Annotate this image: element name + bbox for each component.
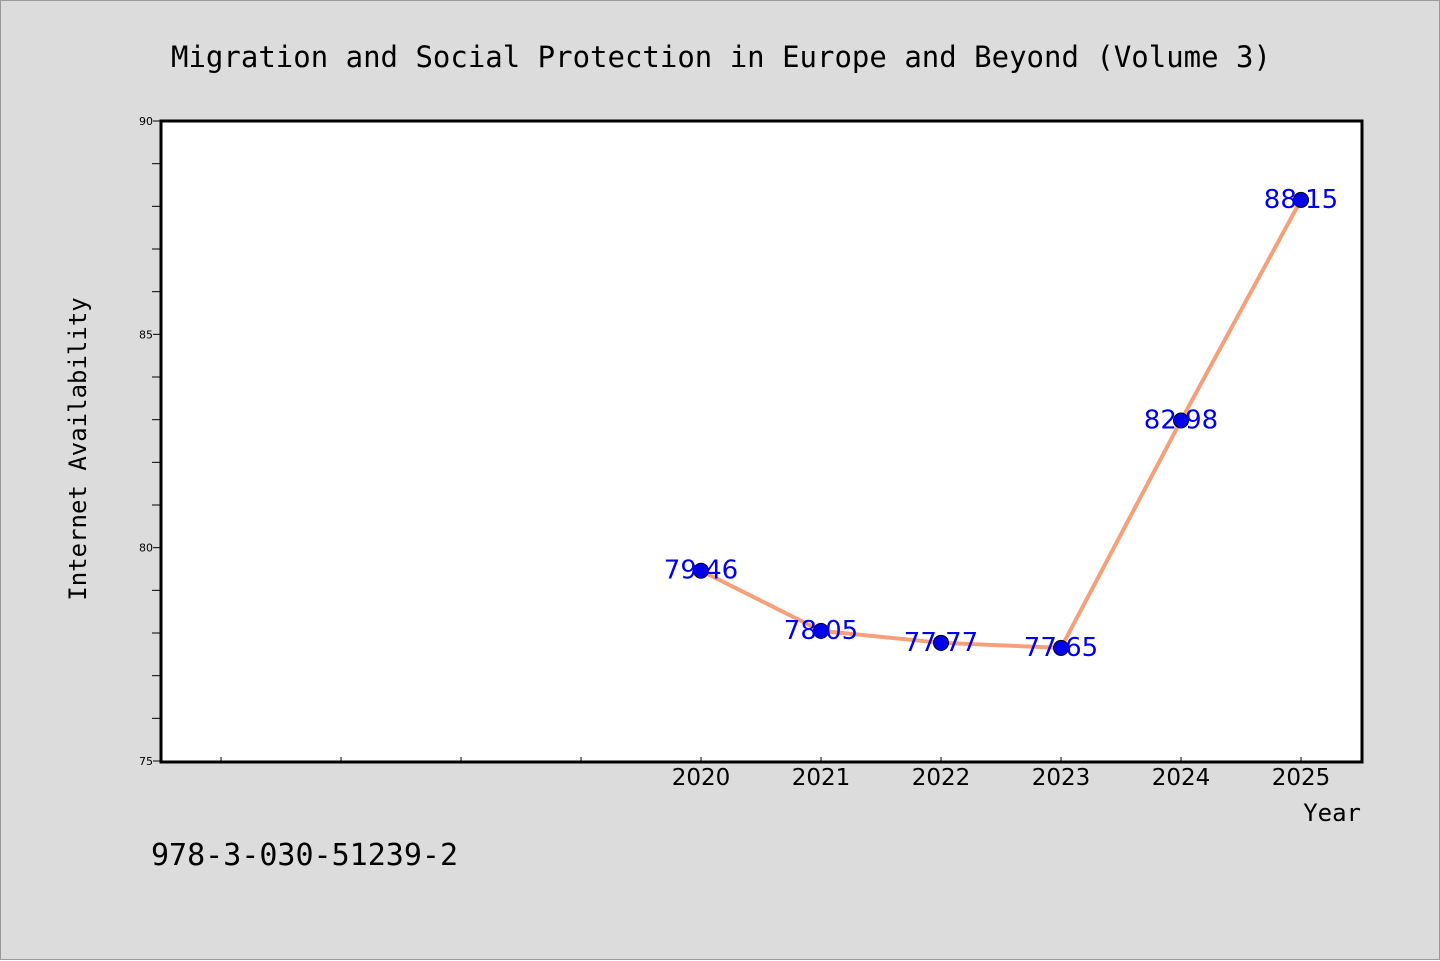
y-tick-label: 90 bbox=[139, 115, 153, 128]
y-tick-label: 75 bbox=[139, 755, 153, 768]
isbn-footer: 978-3-030-51239-2 bbox=[151, 838, 458, 873]
data-point bbox=[1293, 191, 1309, 208]
data-point bbox=[813, 622, 829, 639]
x-tick-label: 2023 bbox=[1032, 765, 1091, 791]
x-tick-label: 2025 bbox=[1272, 765, 1331, 791]
data-point bbox=[693, 562, 709, 579]
y-tick-label: 80 bbox=[139, 542, 153, 555]
x-axis: 2020 2021 2022 2023 2024 2025 bbox=[220, 757, 1331, 791]
x-tick-label: 2024 bbox=[1152, 765, 1211, 791]
data-label: 77.65 bbox=[1024, 633, 1098, 663]
y-axis-label: Internet Availability bbox=[64, 297, 92, 600]
y-tick-label: 85 bbox=[139, 328, 153, 341]
data-label: 88.15 bbox=[1264, 185, 1338, 215]
chart-title: Migration and Social Protection in Europ… bbox=[171, 40, 1271, 74]
series-line-group bbox=[700, 198, 1303, 650]
y-axis: 75 80 85 90 bbox=[139, 115, 160, 768]
data-label: 78.05 bbox=[784, 616, 858, 646]
data-label: 77.77 bbox=[904, 628, 978, 658]
x-tick-label: 2020 bbox=[672, 765, 731, 791]
data-markers bbox=[693, 191, 1309, 656]
x-tick-label: 2021 bbox=[792, 765, 851, 791]
x-axis-label: Year bbox=[1303, 799, 1361, 827]
data-point bbox=[1053, 639, 1069, 656]
data-label: 79.46 bbox=[664, 556, 738, 586]
data-label: 82.98 bbox=[1144, 406, 1218, 436]
x-tick-label: 2022 bbox=[912, 765, 971, 791]
data-labels: 79.46 78.05 77.77 77.65 82.98 88.15 bbox=[664, 185, 1338, 663]
data-point bbox=[933, 634, 949, 651]
data-point bbox=[1173, 412, 1189, 429]
plot-area bbox=[159, 119, 1364, 764]
series-line bbox=[700, 198, 1303, 650]
